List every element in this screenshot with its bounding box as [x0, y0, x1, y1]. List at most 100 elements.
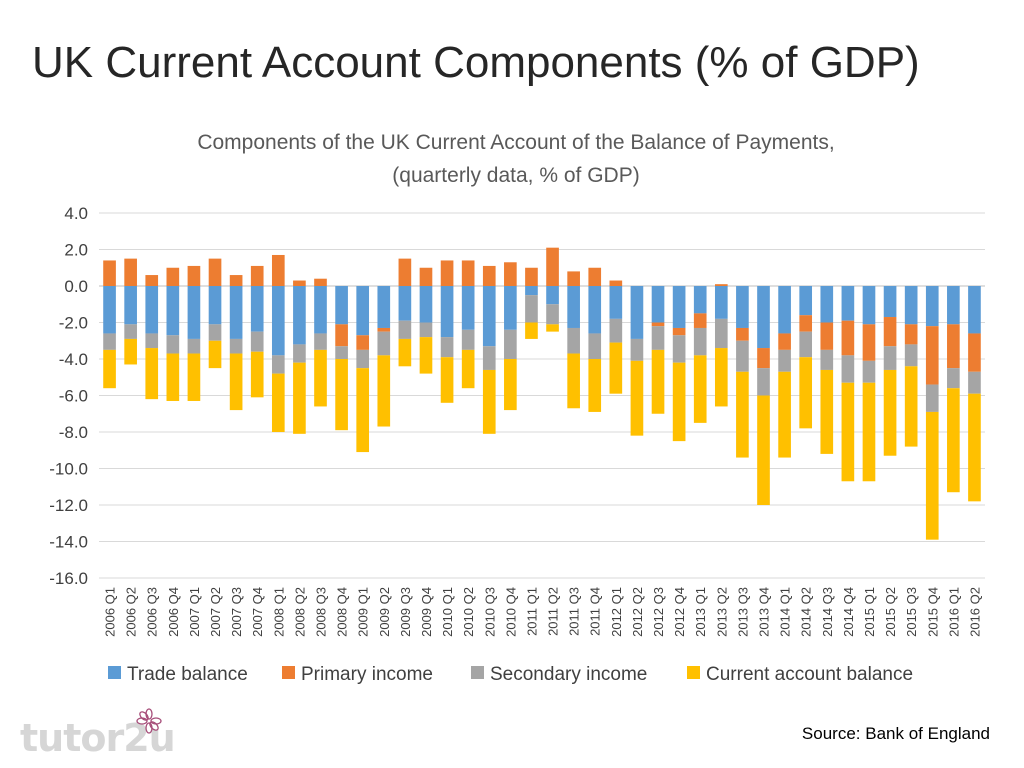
bar-trade-balance: [947, 286, 960, 325]
bar-primary-income: [166, 267, 180, 286]
bar-secondary-income: [335, 346, 348, 359]
bar-trade-balance: [124, 286, 137, 325]
bar-current-account-balance: [103, 349, 116, 389]
bar-primary-income: [271, 254, 285, 286]
legend-label: Primary income: [301, 664, 433, 685]
y-tick-label: -8.0: [59, 423, 88, 442]
bar-current-account-balance: [693, 355, 707, 423]
x-tick-label: 2006 Q2: [124, 587, 139, 637]
bar-secondary-income: [925, 384, 939, 412]
bar-current-account-balance: [293, 362, 306, 434]
bar-trade-balance: [271, 286, 285, 356]
bar-current-account-balance: [377, 355, 391, 427]
bar-current-account-balance: [651, 349, 665, 414]
bar-current-account-balance: [630, 360, 644, 436]
y-tick-label: -2.0: [59, 314, 88, 333]
bar-primary-income: [377, 327, 391, 332]
x-tick-label: 2011 Q3: [567, 587, 582, 636]
x-tick-label: 2007 Q3: [229, 587, 244, 637]
bar-current-account-balance: [124, 338, 137, 365]
bar-current-account-balance: [736, 371, 749, 458]
bar-trade-balance: [820, 286, 834, 323]
y-tick-label: -16.0: [49, 569, 88, 588]
bar-secondary-income: [947, 368, 960, 389]
bar-primary-income: [651, 322, 665, 327]
bar-primary-income: [588, 267, 602, 286]
bar-current-account-balance: [229, 353, 243, 411]
bar-trade-balance: [504, 286, 517, 330]
x-tick-label: 2014 Q4: [841, 587, 856, 637]
bar-secondary-income: [567, 327, 580, 354]
bar-trade-balance: [145, 286, 159, 334]
bar-primary-income: [293, 280, 306, 286]
bar-current-account-balance: [609, 342, 623, 394]
bar-secondary-income: [504, 329, 517, 359]
x-tick-label: 2012 Q1: [609, 587, 624, 637]
x-tick-label: 2014 Q3: [820, 587, 835, 637]
bar-primary-income: [799, 315, 813, 332]
legend-swatch: [282, 666, 295, 679]
bar-trade-balance: [398, 286, 412, 321]
x-tick-label: 2012 Q2: [630, 587, 645, 637]
x-tick-label: 2016 Q1: [946, 587, 961, 637]
bar-trade-balance: [714, 286, 728, 319]
y-tick-label: -12.0: [49, 496, 88, 515]
bar-current-account-balance: [757, 395, 770, 505]
bar-trade-balance: [335, 286, 348, 325]
bar-current-account-balance: [904, 366, 918, 447]
bar-primary-income: [208, 258, 222, 286]
bar-primary-income: [546, 247, 559, 286]
bar-primary-income: [947, 324, 960, 369]
bar-primary-income: [693, 313, 707, 328]
slide-title: UK Current Account Components (% of GDP): [32, 38, 920, 87]
bar-secondary-income: [250, 331, 264, 352]
x-tick-label: 2015 Q2: [883, 587, 898, 637]
bar-secondary-income: [482, 346, 496, 370]
bar-secondary-income: [714, 318, 728, 349]
bar-primary-income: [862, 324, 876, 361]
x-tick-label: 2015 Q1: [862, 587, 877, 637]
x-tick-label: 2016 Q2: [967, 587, 982, 637]
bar-current-account-balance: [883, 369, 897, 456]
bar-secondary-income: [187, 338, 201, 354]
bar-trade-balance: [567, 286, 580, 328]
bar-current-account-balance: [208, 340, 222, 369]
bar-primary-income: [904, 324, 918, 345]
x-tick-label: 2010 Q3: [482, 587, 497, 637]
bar-current-account-balance: [461, 349, 475, 389]
bar-trade-balance: [208, 286, 222, 325]
chart-title: Components of the UK Current Account of …: [197, 131, 834, 154]
bar-primary-income: [714, 284, 728, 286]
bar-trade-balance: [482, 286, 496, 347]
bar-trade-balance: [314, 286, 327, 334]
bar-primary-income: [145, 275, 159, 286]
bar-primary-income: [925, 326, 939, 385]
y-axis: 4.0 2.0 0.0 -2.0 -4.0 -6.0 -8.0 -10.0 -12.0 -14.0…: [49, 204, 88, 588]
bar-current-account-balance: [968, 393, 981, 502]
bar-secondary-income: [904, 344, 918, 367]
bar-secondary-income: [841, 355, 855, 383]
y-tick-label: -6.0: [59, 387, 88, 406]
bar-current-account-balance: [440, 357, 454, 403]
bar-primary-income: [187, 265, 201, 286]
bar-primary-income: [335, 324, 348, 347]
bar-secondary-income: [588, 333, 602, 359]
legend-label: Trade balance: [127, 664, 248, 685]
bar-trade-balance: [588, 286, 602, 334]
bar-trade-balance: [293, 286, 306, 345]
bar-current-account-balance: [820, 369, 834, 454]
bar-primary-income: [757, 348, 770, 369]
bar-current-account-balance: [398, 338, 412, 367]
bar-primary-income: [229, 275, 243, 286]
bar-secondary-income: [968, 371, 981, 394]
bar-primary-income: [736, 327, 749, 341]
bar-secondary-income: [609, 318, 623, 343]
legend-swatch: [108, 666, 121, 679]
bar-secondary-income: [440, 337, 454, 358]
x-tick-label: 2007 Q2: [208, 587, 223, 637]
x-tick-label: 2011 Q1: [524, 587, 539, 636]
bar-trade-balance: [672, 286, 686, 328]
bar-current-account-balance: [672, 362, 686, 442]
bar-secondary-income: [736, 340, 749, 372]
